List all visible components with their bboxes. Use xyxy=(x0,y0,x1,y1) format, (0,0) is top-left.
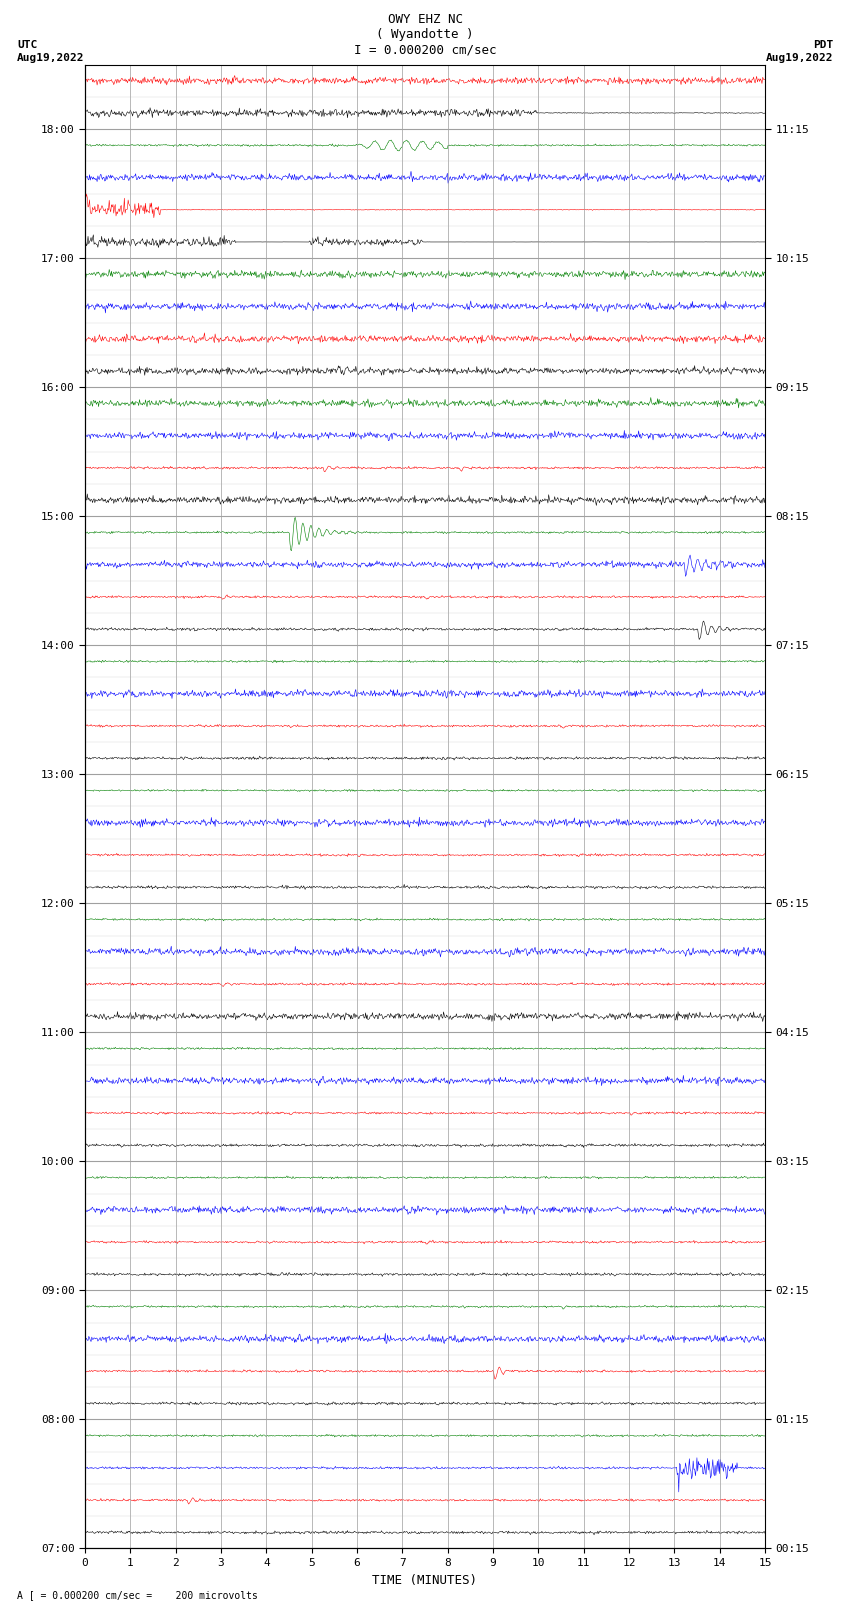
Text: UTC: UTC xyxy=(17,40,37,50)
X-axis label: TIME (MINUTES): TIME (MINUTES) xyxy=(372,1574,478,1587)
Text: Aug19,2022: Aug19,2022 xyxy=(766,53,833,63)
Text: PDT: PDT xyxy=(813,40,833,50)
Text: Aug19,2022: Aug19,2022 xyxy=(17,53,84,63)
Text: A [ = 0.000200 cm/sec =    200 microvolts: A [ = 0.000200 cm/sec = 200 microvolts xyxy=(17,1590,258,1600)
Title: OWY EHZ NC
( Wyandotte )
I = 0.000200 cm/sec: OWY EHZ NC ( Wyandotte ) I = 0.000200 cm… xyxy=(354,13,496,56)
